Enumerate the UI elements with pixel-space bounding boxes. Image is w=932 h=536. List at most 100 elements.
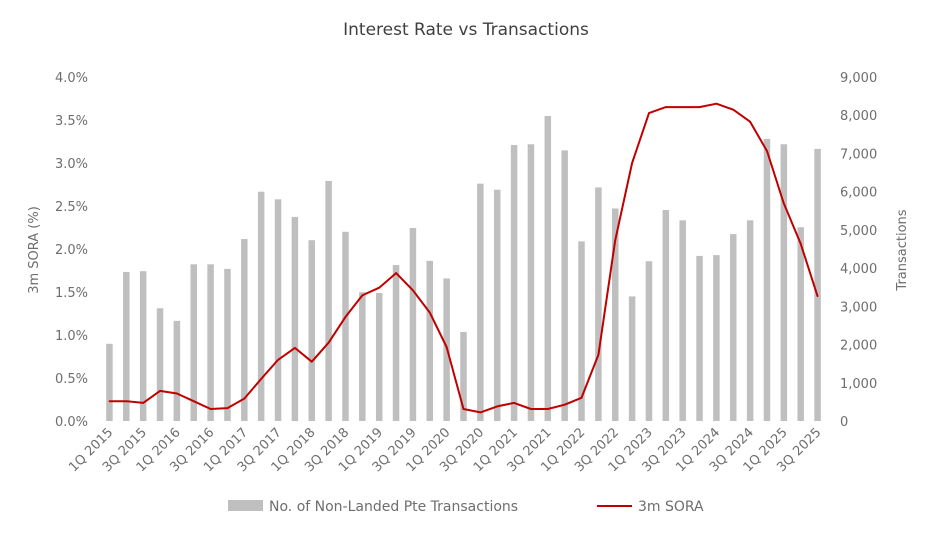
bar bbox=[527, 144, 535, 421]
bar bbox=[561, 150, 568, 422]
bars-layer bbox=[106, 115, 821, 422]
sora-point bbox=[310, 360, 313, 363]
sora-point bbox=[277, 359, 279, 361]
bar bbox=[224, 268, 231, 421]
bar bbox=[106, 343, 113, 421]
bar bbox=[325, 180, 332, 421]
bar bbox=[544, 115, 552, 421]
right-tick-label: 9,000 bbox=[840, 71, 877, 86]
sora-point bbox=[681, 106, 684, 108]
sora-point bbox=[462, 408, 465, 410]
bar bbox=[257, 191, 265, 421]
sora-point bbox=[749, 120, 751, 123]
sora-point bbox=[327, 341, 330, 344]
bar bbox=[780, 144, 788, 421]
sora-point bbox=[108, 400, 111, 403]
sora-point bbox=[631, 162, 633, 164]
sora-point bbox=[766, 150, 768, 152]
sora-point bbox=[361, 294, 364, 297]
right-axis-title: Transactions bbox=[895, 209, 910, 291]
sora-point bbox=[395, 272, 397, 274]
bar bbox=[578, 241, 585, 421]
bar bbox=[510, 145, 518, 421]
bar bbox=[730, 234, 737, 421]
right-axis-ticks: 0 1,000 2,000 3,000 4,000 5,000 6,000 7,000 8,00… bbox=[840, 71, 877, 430]
left-tick-label: 0.5% bbox=[55, 372, 88, 387]
bar bbox=[156, 308, 164, 421]
bar bbox=[696, 255, 703, 421]
bar bbox=[274, 199, 282, 421]
right-tick-label: 4,000 bbox=[840, 262, 877, 277]
right-tick-label: 1,000 bbox=[840, 377, 877, 392]
left-tick-label: 2.5% bbox=[55, 200, 88, 215]
bar bbox=[611, 208, 619, 421]
sora-point bbox=[614, 239, 617, 242]
sora-point bbox=[192, 400, 195, 403]
bar bbox=[814, 148, 821, 421]
bar bbox=[426, 260, 434, 421]
bar bbox=[763, 138, 771, 422]
sora-point bbox=[344, 316, 347, 318]
sora-point bbox=[732, 108, 735, 111]
bar bbox=[409, 227, 417, 421]
legend-line-label: 3m SORA bbox=[638, 499, 704, 515]
sora-point bbox=[159, 390, 161, 392]
bar bbox=[392, 265, 400, 421]
left-tick-label: 3.5% bbox=[55, 114, 88, 129]
sora-point bbox=[816, 295, 819, 298]
bar bbox=[207, 264, 214, 421]
legend-bar-label: No. of Non-Landed Pte Transactions bbox=[269, 499, 518, 515]
bar bbox=[679, 220, 686, 421]
sora-point bbox=[142, 402, 144, 404]
left-tick-label: 2.0% bbox=[55, 243, 88, 258]
chart-title: Interest Rate vs Transactions bbox=[343, 20, 589, 40]
bar bbox=[173, 320, 181, 421]
sora-point bbox=[412, 289, 414, 292]
right-tick-label: 0 bbox=[840, 415, 848, 430]
sora-point bbox=[226, 407, 229, 409]
bar bbox=[662, 210, 670, 421]
bar bbox=[308, 240, 316, 421]
bar bbox=[375, 292, 383, 421]
bar bbox=[628, 296, 636, 421]
sora-point bbox=[715, 102, 718, 105]
right-tick-label: 2,000 bbox=[840, 339, 877, 354]
sora-point bbox=[496, 405, 499, 408]
sora-point bbox=[665, 106, 667, 108]
line-layer bbox=[108, 102, 819, 414]
sora-point bbox=[580, 396, 583, 399]
sora-point bbox=[698, 106, 701, 108]
bar bbox=[645, 261, 653, 421]
left-tick-label: 1.0% bbox=[55, 329, 88, 344]
bar bbox=[460, 331, 467, 421]
right-tick-label: 3,000 bbox=[840, 300, 877, 315]
bar bbox=[190, 264, 197, 421]
right-tick-label: 6,000 bbox=[840, 186, 877, 201]
bar bbox=[291, 216, 299, 421]
bar bbox=[359, 292, 366, 421]
sora-point bbox=[783, 202, 785, 205]
sora-point bbox=[530, 408, 532, 410]
bar bbox=[493, 189, 501, 421]
left-tick-label: 1.5% bbox=[55, 286, 88, 301]
sora-point bbox=[125, 400, 128, 403]
bar bbox=[746, 220, 754, 421]
right-tick-label: 5,000 bbox=[840, 224, 877, 239]
right-tick-label: 8,000 bbox=[840, 109, 877, 124]
sora-point bbox=[479, 411, 482, 414]
bar bbox=[477, 183, 484, 421]
left-axis-title: 3m SORA (%) bbox=[27, 206, 42, 294]
sora-point bbox=[260, 378, 262, 380]
sora-point bbox=[513, 402, 515, 404]
sora-point bbox=[547, 408, 549, 410]
sora-point bbox=[428, 311, 431, 314]
bar bbox=[342, 231, 349, 421]
sora-point bbox=[294, 347, 296, 349]
left-tick-label: 4.0% bbox=[55, 71, 88, 86]
bar bbox=[123, 271, 130, 421]
sora-point bbox=[176, 392, 178, 395]
bar bbox=[595, 187, 602, 421]
legend-bar-swatch bbox=[228, 500, 263, 511]
sora-point bbox=[243, 397, 246, 400]
